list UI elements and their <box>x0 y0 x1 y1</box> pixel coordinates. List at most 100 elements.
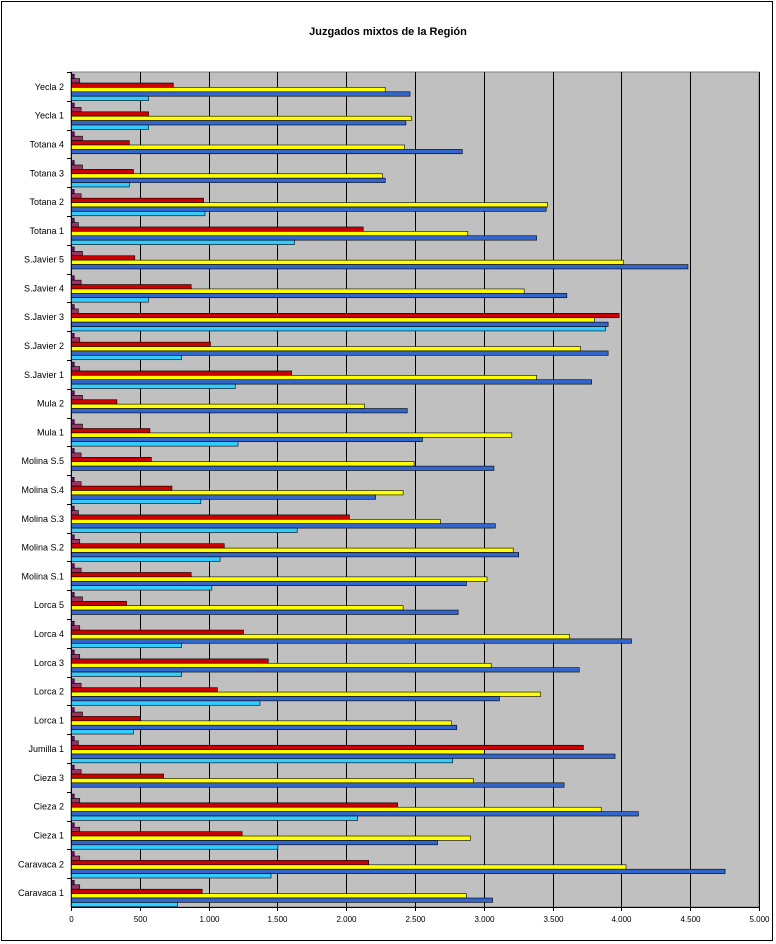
bar <box>71 375 537 381</box>
bar <box>71 169 134 175</box>
bar <box>71 317 595 323</box>
bar <box>71 600 127 606</box>
bar <box>71 696 500 702</box>
bar <box>71 78 81 84</box>
x-tick-label: 3.000 <box>474 915 495 924</box>
bar <box>71 893 467 899</box>
bar <box>71 485 173 491</box>
bar <box>71 408 408 414</box>
bar <box>71 773 164 779</box>
bar <box>71 711 83 717</box>
bar <box>71 576 488 582</box>
y-tick-label: Yecla 2 <box>35 82 64 92</box>
bar <box>71 457 152 463</box>
y-tick-label: Totana 4 <box>29 139 64 149</box>
y-tick-label: Mula 1 <box>37 427 64 437</box>
bar <box>71 764 75 770</box>
bar <box>71 149 463 155</box>
bar <box>71 87 386 93</box>
bar <box>71 543 225 549</box>
bar <box>71 835 471 841</box>
bar <box>71 498 202 504</box>
bar <box>71 211 206 217</box>
bar <box>71 678 75 684</box>
bar <box>71 481 82 487</box>
y-tick-label: Mula 2 <box>37 399 64 409</box>
bar <box>71 753 616 759</box>
x-tick-label: 4.500 <box>680 915 701 924</box>
bar <box>71 527 298 533</box>
bar <box>71 239 295 245</box>
x-tick-label: 2.000 <box>336 915 357 924</box>
bar <box>71 749 485 755</box>
bar <box>71 580 467 586</box>
y-tick-label: Lorca 2 <box>34 687 64 697</box>
bar <box>71 304 75 310</box>
bar <box>71 197 204 203</box>
bar <box>71 350 609 356</box>
bar <box>71 815 359 821</box>
y-tick-label: Lorca 4 <box>34 629 64 639</box>
y-tick-label: Caravaca 2 <box>18 859 64 869</box>
bar <box>71 840 438 846</box>
bar <box>71 547 514 553</box>
bar <box>71 189 75 195</box>
bar <box>71 518 441 524</box>
bar <box>71 567 82 573</box>
bar <box>71 716 141 722</box>
bar <box>71 844 279 850</box>
bar <box>71 826 81 832</box>
y-tick-label: Molina S.1 <box>21 571 64 581</box>
bar <box>71 251 83 257</box>
bar <box>71 888 203 894</box>
y-tick-label: Molina S.2 <box>21 543 64 553</box>
bar <box>71 441 239 447</box>
bar <box>71 428 151 434</box>
bar <box>71 222 79 228</box>
bar <box>71 902 178 908</box>
bar <box>71 769 82 775</box>
bar <box>71 667 580 673</box>
bar <box>71 235 537 241</box>
bar <box>71 231 469 237</box>
bar <box>71 563 75 569</box>
bar <box>71 806 602 812</box>
bar <box>71 552 520 558</box>
bar <box>71 202 548 208</box>
y-tick-label: S.Javier 1 <box>24 370 64 380</box>
bar <box>71 682 82 688</box>
bar <box>71 592 75 598</box>
y-tick-label: Totana 3 <box>29 168 64 178</box>
bar <box>71 366 81 372</box>
x-tick-label: 1.500 <box>267 915 288 924</box>
bar <box>71 538 81 544</box>
bar <box>71 293 568 299</box>
bar <box>71 461 415 467</box>
bar <box>71 111 149 117</box>
x-tick-label: 0 <box>69 915 74 924</box>
y-tick-label: S.Javier 5 <box>24 255 64 265</box>
bar <box>71 490 404 496</box>
y-tick-label: Molina S.4 <box>21 485 64 495</box>
bar <box>71 182 130 188</box>
bar <box>71 831 243 837</box>
bar <box>71 864 627 870</box>
bar <box>71 91 411 97</box>
bar <box>71 729 134 735</box>
y-tick-label: Cieza 2 <box>33 802 64 812</box>
x-tick-label: 2.500 <box>405 915 426 924</box>
bar <box>71 700 261 706</box>
bar <box>71 399 118 405</box>
bar <box>71 634 570 640</box>
bar <box>71 355 182 361</box>
bar <box>71 620 75 626</box>
bar <box>71 226 364 232</box>
y-tick-label: Lorca 3 <box>34 658 64 668</box>
bar <box>71 687 218 693</box>
bar <box>71 649 75 655</box>
y-tick-label: Totana 1 <box>29 226 64 236</box>
bar <box>71 107 82 113</box>
y-tick-label: S.Javier 4 <box>24 283 64 293</box>
bar <box>71 370 292 376</box>
y-tick-label: Molina S.5 <box>21 456 64 466</box>
